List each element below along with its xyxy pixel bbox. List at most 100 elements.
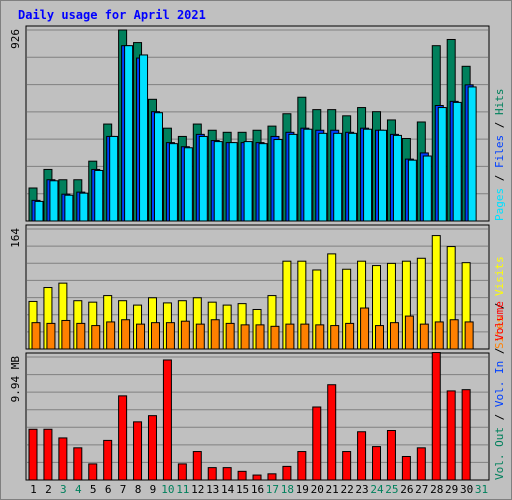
bar-sites-day-24 <box>375 325 385 350</box>
bar-sites-day-20 <box>315 324 325 350</box>
bar-pages-day-20 <box>318 132 328 222</box>
bar-volume-day-4 <box>73 447 83 481</box>
bar-sites-day-25 <box>389 322 399 350</box>
x-tick-label-day-31: 31 <box>475 483 488 496</box>
legend-separator: / <box>493 341 506 361</box>
bar-volume-day-2 <box>43 428 53 481</box>
bar-sites-day-18 <box>285 323 295 350</box>
bar-volume-day-1 <box>28 428 38 481</box>
bar-pages-day-4 <box>79 192 89 222</box>
x-tick-label-day-15: 15 <box>236 483 249 496</box>
bar-sites-day-19 <box>300 323 310 350</box>
bar-sites-day-29 <box>449 319 459 350</box>
bar-sites-day-5 <box>91 325 101 350</box>
x-tick-label-day-29: 29 <box>445 483 458 496</box>
bar-volume-day-14 <box>222 467 232 481</box>
bar-sites-day-9 <box>150 322 160 350</box>
bar-volume-day-3 <box>58 437 68 481</box>
bar-volume-day-25 <box>386 430 396 481</box>
x-tick-label-day-25: 25 <box>385 483 398 496</box>
bar-pages-day-27 <box>422 155 432 222</box>
bar-pages-day-3 <box>64 194 74 222</box>
bar-volume-day-26 <box>401 455 411 481</box>
panel-visits_sites-ymax-label: 164 <box>9 228 22 248</box>
x-tick-label-day-4: 4 <box>75 483 82 496</box>
x-tick-label-day-21: 21 <box>326 483 339 496</box>
bar-pages-day-12 <box>198 135 208 222</box>
legend-separator: / <box>493 296 506 316</box>
bar-volume-day-28 <box>431 352 441 481</box>
legend-visits: Visits <box>493 256 506 296</box>
bar-sites-day-17 <box>270 325 280 350</box>
bar-pages-day-25 <box>392 134 402 222</box>
bar-pages-day-18 <box>288 133 298 222</box>
bar-sites-day-1 <box>31 322 41 350</box>
bar-sites-day-4 <box>76 322 86 350</box>
bar-pages-day-6 <box>109 135 119 222</box>
bar-sites-day-26 <box>404 315 414 350</box>
bar-sites-day-30 <box>464 321 474 350</box>
bar-pages-day-29 <box>452 101 462 222</box>
panel-volume-ymax-label: 9.94 MB <box>9 356 22 403</box>
bar-sites-day-2 <box>46 322 56 350</box>
bar-volume-day-5 <box>88 463 98 481</box>
x-tick-label-day-22: 22 <box>340 483 353 496</box>
bar-volume-day-12 <box>192 451 202 481</box>
x-tick-label-day-3: 3 <box>60 483 67 496</box>
x-tick-label-day-10: 10 <box>161 483 174 496</box>
bar-volume-day-10 <box>162 359 172 481</box>
panel-hits_files_pages-legend: Pages / Files / Hits <box>493 89 506 222</box>
bar-volume-day-23 <box>357 431 367 481</box>
x-tick-label-day-12: 12 <box>191 483 204 496</box>
bar-volume-day-30 <box>461 389 471 481</box>
legend-sites: Sites <box>493 316 506 349</box>
bar-volume-day-21 <box>327 384 337 481</box>
x-tick-label-day-27: 27 <box>415 483 428 496</box>
bar-sites-day-3 <box>61 319 71 350</box>
x-tick-label-day-17: 17 <box>266 483 279 496</box>
bar-sites-day-10 <box>165 322 175 350</box>
bar-sites-day-6 <box>106 321 116 350</box>
x-tick-label-day-23: 23 <box>355 483 368 496</box>
bar-volume-day-18 <box>282 465 292 481</box>
chart-title: Daily usage for April 2021 <box>18 8 206 22</box>
bar-sites-day-16 <box>255 324 265 350</box>
x-tick-label-day-7: 7 <box>120 483 127 496</box>
legend-pages: Pages <box>493 188 506 221</box>
legend-separator: / <box>493 407 506 427</box>
bar-pages-day-28 <box>437 107 447 222</box>
bar-pages-day-9 <box>153 112 163 222</box>
bar-pages-day-14 <box>228 142 238 222</box>
panel-volume-legend: Vol. Out / Vol. In / Volume <box>493 301 506 480</box>
x-tick-label-day-28: 28 <box>430 483 443 496</box>
x-tick-label-day-20: 20 <box>311 483 324 496</box>
panel-visits_sites-legend: Sites / Visits <box>493 256 506 349</box>
bar-sites-day-22 <box>345 322 355 350</box>
legend-separator: / <box>493 115 506 135</box>
bar-sites-day-21 <box>330 325 340 350</box>
bar-pages-day-5 <box>94 169 104 222</box>
x-tick-label-day-19: 19 <box>296 483 309 496</box>
x-tick-label-day-8: 8 <box>135 483 142 496</box>
legend-vol-in: Vol. In <box>493 361 506 407</box>
bar-volume-day-15 <box>237 470 247 481</box>
bar-sites-day-7 <box>121 319 131 350</box>
bar-pages-day-26 <box>407 159 417 222</box>
bar-sites-day-28 <box>434 321 444 350</box>
bar-volume-day-19 <box>297 451 307 481</box>
legend-files: Files <box>493 135 506 168</box>
x-tick-label-day-16: 16 <box>251 483 264 496</box>
bar-pages-day-1 <box>34 200 44 222</box>
bar-sites-day-27 <box>419 323 429 350</box>
bar-volume-day-16 <box>252 474 262 481</box>
x-tick-label-day-5: 5 <box>90 483 97 496</box>
bar-sites-day-15 <box>240 324 250 350</box>
bar-volume-day-6 <box>103 439 113 481</box>
x-tick-label-day-14: 14 <box>221 483 235 496</box>
bar-volume-day-8 <box>133 421 143 481</box>
bar-pages-day-22 <box>348 132 358 222</box>
bar-sites-day-11 <box>180 320 190 350</box>
bar-pages-day-30 <box>467 86 477 222</box>
x-tick-label-day-2: 2 <box>45 483 52 496</box>
x-tick-label-day-18: 18 <box>281 483 294 496</box>
